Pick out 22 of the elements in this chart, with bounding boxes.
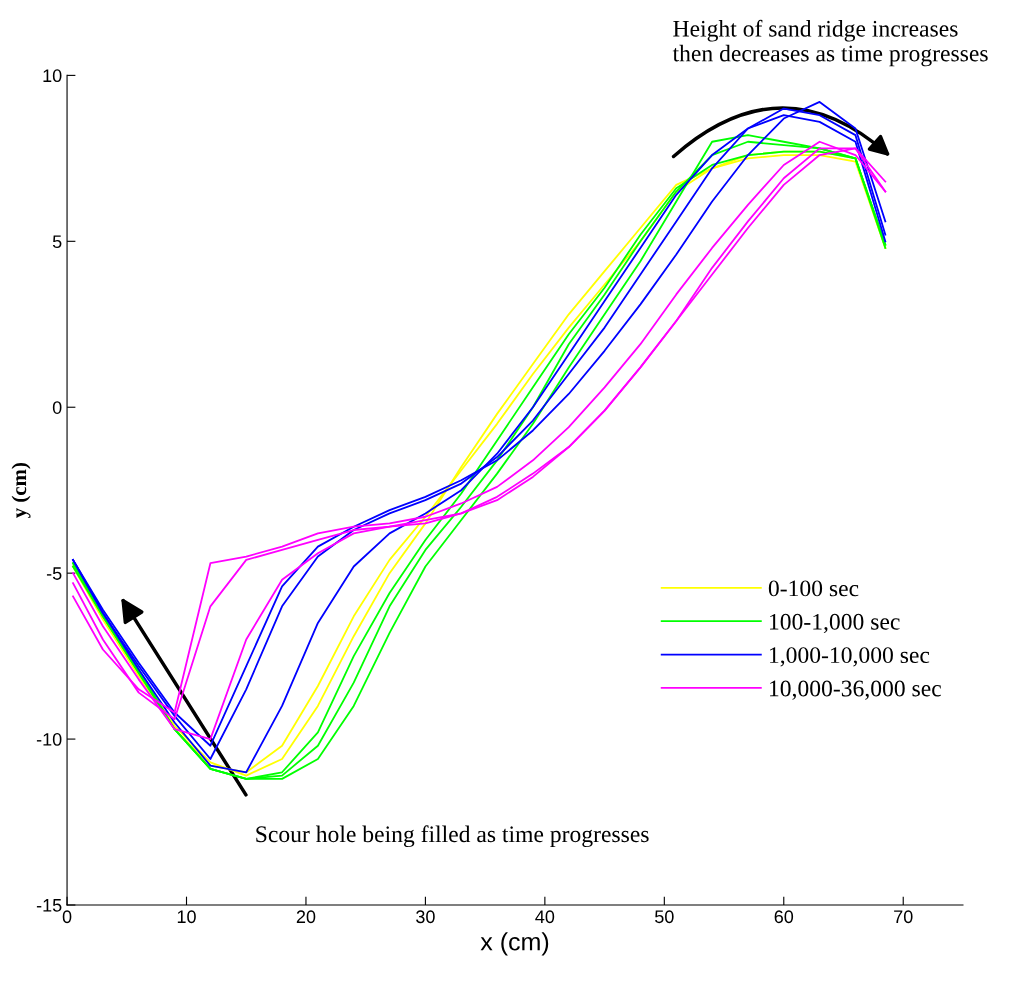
x-tick-label: 50 xyxy=(655,910,674,924)
x-tick-label: 30 xyxy=(416,910,435,924)
x-tick-label: 40 xyxy=(535,910,555,924)
legend-label: 1,000-10,000 sec xyxy=(770,647,930,667)
y-axis-title: y (cm) xyxy=(11,463,31,519)
annotation: Scour hole being filled as time progresses xyxy=(256,825,649,848)
legend-label: 0-100 sec xyxy=(768,580,859,597)
x-tick-label: 70 xyxy=(894,910,913,924)
y-tick-label: 10 xyxy=(43,69,62,83)
y-tick-label: -15 xyxy=(36,899,62,912)
y-tick-label: -10 xyxy=(36,733,62,746)
text: Height of sand ridge increases then decreases as time progresses xyxy=(672,19,988,67)
x-tick-label: 10 xyxy=(177,910,196,924)
y-tick-label: -5 xyxy=(46,567,62,580)
legend-label: 10,000-36,000 sec xyxy=(770,680,941,700)
x-axis-title: x (cm) xyxy=(480,932,549,956)
legend-label: 100-1,000 sec xyxy=(770,613,900,634)
y-tick-label: 5 xyxy=(52,235,62,249)
x-tick-label: 20 xyxy=(296,910,316,924)
x-tick-label: 0 xyxy=(62,910,72,924)
x-tick-label: 60 xyxy=(774,910,794,924)
y-tick-label: 0 xyxy=(52,401,62,414)
